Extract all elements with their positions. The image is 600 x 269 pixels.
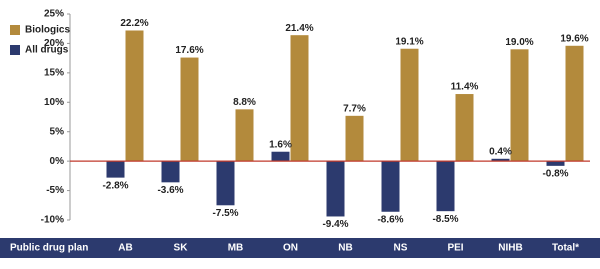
bar <box>436 161 455 212</box>
value-label: -7.5% <box>212 208 238 219</box>
bar <box>345 115 364 162</box>
x-tick-label: NS <box>394 243 408 254</box>
value-label: 19.6% <box>560 33 588 44</box>
bar <box>326 161 345 217</box>
x-axis-label: Public drug plan <box>10 243 88 254</box>
y-tick-label: -10% <box>41 215 64 226</box>
bar <box>235 109 254 162</box>
x-tick-label: ON <box>283 243 298 254</box>
bar <box>180 57 199 162</box>
value-label: -3.6% <box>157 185 183 196</box>
value-label: 7.7% <box>343 103 366 114</box>
value-label: 1.6% <box>269 139 292 150</box>
x-tick-label: NB <box>338 243 352 254</box>
bar <box>455 94 474 162</box>
y-tick-label: -5% <box>46 185 64 196</box>
bar <box>565 45 584 162</box>
value-label: -8.6% <box>377 214 403 225</box>
legend-swatch <box>10 45 20 55</box>
bar <box>290 35 309 162</box>
value-label: 17.6% <box>175 45 203 56</box>
value-label: 0.4% <box>489 146 512 157</box>
bar <box>491 158 510 162</box>
y-tick-label: 10% <box>44 97 64 108</box>
y-tick-label: 0% <box>50 156 65 167</box>
x-tick-label: NIHB <box>498 243 522 254</box>
bar <box>271 151 290 162</box>
x-tick-label: Total* <box>552 243 579 254</box>
bar <box>216 161 235 206</box>
value-label: 19.1% <box>395 36 423 47</box>
bar <box>106 161 125 178</box>
value-label: 8.8% <box>233 97 256 108</box>
value-label: -0.8% <box>542 168 568 179</box>
bar <box>546 161 565 166</box>
bar <box>400 48 419 162</box>
y-tick-label: 25% <box>44 9 64 20</box>
bar <box>510 49 529 162</box>
legend-label: Biologics <box>25 25 70 36</box>
legend-label: All drugs <box>25 45 69 56</box>
value-label: -9.4% <box>322 219 348 230</box>
value-label: -8.5% <box>432 214 458 225</box>
bar <box>125 30 144 162</box>
x-tick-label: AB <box>118 243 132 254</box>
x-tick-label: PEI <box>447 243 463 254</box>
y-tick-label: 20% <box>44 38 64 49</box>
value-label: 19.0% <box>505 37 533 48</box>
value-label: -2.8% <box>102 180 128 191</box>
category-band <box>0 238 600 258</box>
bar <box>161 161 180 183</box>
y-tick-label: 5% <box>50 126 65 137</box>
x-tick-label: SK <box>174 243 189 254</box>
value-label: 22.2% <box>120 18 148 29</box>
value-label: 21.4% <box>285 23 313 34</box>
value-label: 11.4% <box>451 82 479 93</box>
y-tick-label: 15% <box>44 67 64 78</box>
bar <box>381 161 400 212</box>
legend-swatch <box>10 25 20 35</box>
x-tick-label: MB <box>228 243 244 254</box>
